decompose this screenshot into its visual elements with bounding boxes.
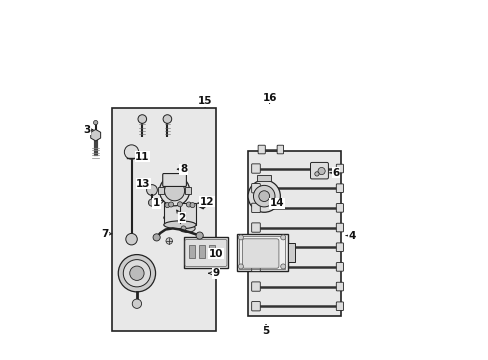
Circle shape: [164, 181, 184, 201]
FancyBboxPatch shape: [251, 302, 260, 311]
Circle shape: [125, 233, 137, 245]
Text: 15: 15: [198, 96, 212, 106]
FancyBboxPatch shape: [336, 262, 343, 271]
Circle shape: [164, 203, 169, 208]
Circle shape: [186, 202, 191, 207]
Text: 7: 7: [101, 229, 108, 239]
Circle shape: [118, 255, 155, 292]
Text: 6: 6: [332, 168, 339, 178]
Text: 2: 2: [178, 213, 185, 222]
FancyBboxPatch shape: [336, 223, 343, 232]
Circle shape: [314, 172, 319, 176]
FancyBboxPatch shape: [336, 243, 343, 252]
Polygon shape: [90, 130, 101, 141]
Circle shape: [317, 167, 325, 175]
FancyBboxPatch shape: [310, 162, 328, 179]
Circle shape: [199, 201, 206, 208]
Bar: [239, 236, 285, 269]
FancyBboxPatch shape: [251, 282, 260, 291]
FancyBboxPatch shape: [184, 239, 226, 266]
Circle shape: [253, 185, 274, 207]
Bar: [188, 244, 195, 258]
Circle shape: [93, 121, 98, 125]
Circle shape: [159, 176, 189, 206]
Text: 5: 5: [262, 325, 269, 336]
FancyBboxPatch shape: [336, 302, 343, 311]
Text: 8: 8: [180, 164, 187, 174]
Text: 1: 1: [153, 198, 160, 208]
FancyBboxPatch shape: [336, 164, 343, 173]
Bar: [158, 187, 163, 194]
Circle shape: [168, 202, 173, 207]
Text: 11: 11: [135, 152, 149, 162]
Bar: [287, 243, 294, 262]
Bar: [208, 244, 215, 258]
FancyBboxPatch shape: [336, 203, 343, 212]
Bar: [247, 151, 341, 316]
Bar: [112, 108, 215, 330]
Circle shape: [138, 115, 146, 123]
Circle shape: [177, 202, 182, 207]
Bar: [185, 187, 191, 194]
FancyBboxPatch shape: [242, 239, 278, 268]
FancyBboxPatch shape: [277, 145, 283, 154]
Circle shape: [163, 115, 171, 123]
Ellipse shape: [163, 221, 196, 229]
Ellipse shape: [163, 213, 196, 222]
Circle shape: [148, 199, 155, 206]
Circle shape: [196, 232, 203, 239]
Bar: [257, 175, 271, 181]
Circle shape: [190, 203, 195, 208]
Text: 12: 12: [199, 197, 214, 207]
Text: 3: 3: [83, 125, 90, 135]
Circle shape: [132, 299, 142, 309]
Circle shape: [165, 238, 172, 244]
FancyBboxPatch shape: [163, 174, 186, 186]
Circle shape: [238, 264, 243, 269]
FancyBboxPatch shape: [251, 184, 260, 193]
Circle shape: [238, 235, 243, 240]
Circle shape: [146, 185, 157, 195]
Circle shape: [280, 235, 285, 240]
Circle shape: [258, 191, 269, 202]
Text: 14: 14: [269, 198, 284, 208]
Circle shape: [247, 180, 280, 212]
Bar: [163, 203, 196, 225]
FancyBboxPatch shape: [336, 282, 343, 291]
Text: 9: 9: [212, 268, 219, 278]
Ellipse shape: [179, 225, 195, 232]
Bar: [199, 244, 205, 258]
Text: 4: 4: [347, 231, 355, 240]
Circle shape: [123, 260, 150, 287]
Circle shape: [181, 226, 185, 231]
Circle shape: [153, 234, 160, 241]
Bar: [237, 234, 287, 271]
FancyBboxPatch shape: [251, 203, 260, 212]
Text: 16: 16: [262, 93, 276, 103]
FancyBboxPatch shape: [258, 145, 265, 154]
FancyBboxPatch shape: [251, 164, 260, 173]
FancyBboxPatch shape: [251, 243, 260, 252]
Circle shape: [280, 264, 285, 269]
FancyBboxPatch shape: [336, 184, 343, 193]
FancyBboxPatch shape: [251, 223, 260, 232]
Text: 13: 13: [136, 179, 150, 189]
FancyBboxPatch shape: [251, 262, 260, 271]
Circle shape: [129, 266, 144, 280]
Text: 10: 10: [208, 248, 223, 258]
Bar: [183, 237, 228, 268]
Circle shape: [124, 145, 139, 159]
